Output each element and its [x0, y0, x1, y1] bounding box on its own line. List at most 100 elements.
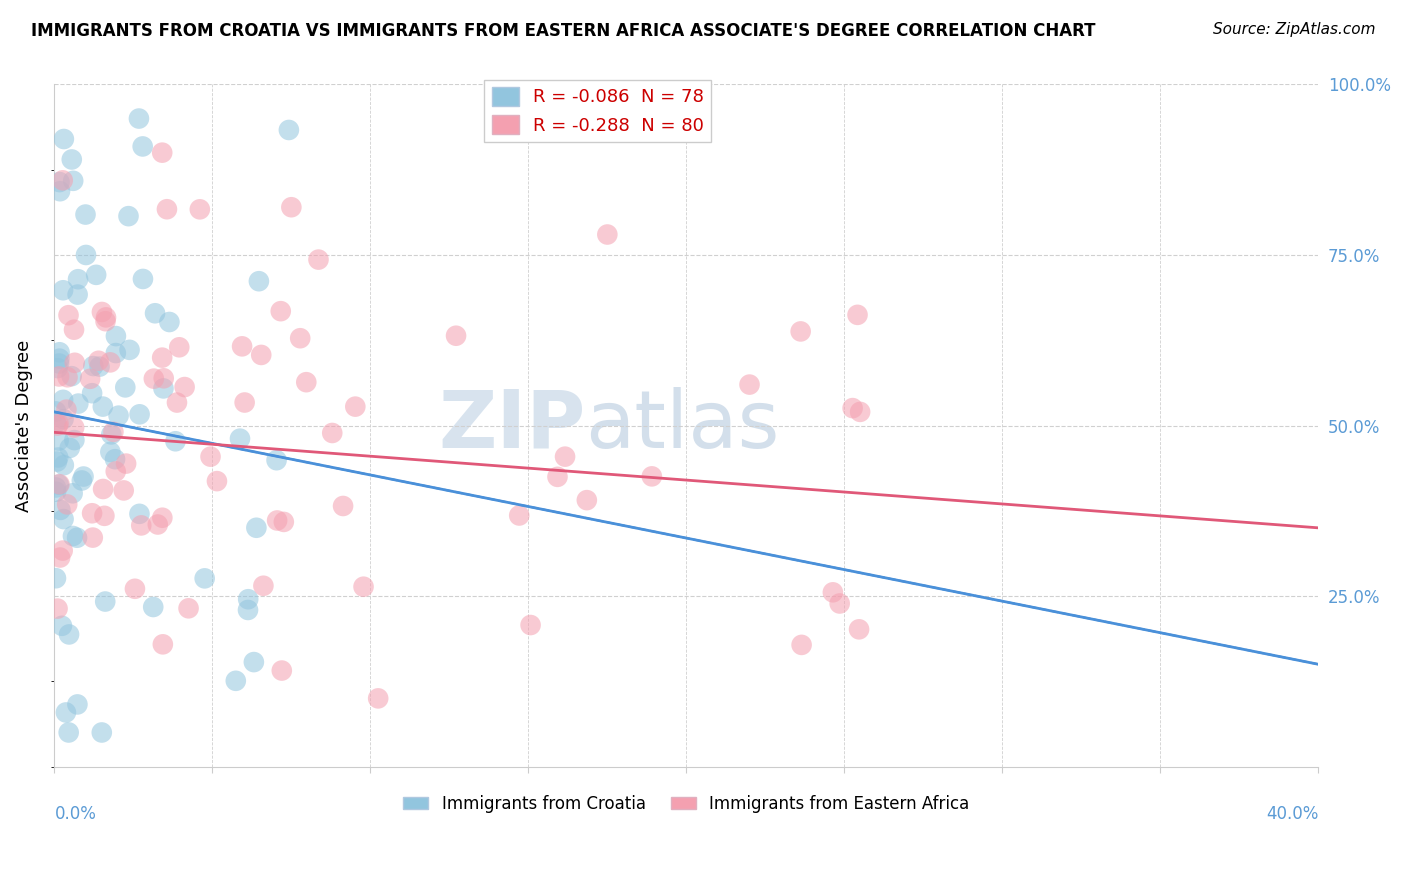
- Point: [45, 481, 67, 495]
- Point: [66, 698, 89, 712]
- Point: [60, 153, 83, 167]
- Point: [58, 725, 80, 739]
- Point: [46, 601, 69, 615]
- Point: [93, 508, 115, 523]
- Point: [115, 457, 138, 471]
- Point: [167, 340, 190, 354]
- Point: [48, 417, 70, 431]
- Point: [165, 434, 187, 449]
- Point: [56, 370, 79, 384]
- Point: [277, 123, 299, 137]
- Point: [131, 139, 153, 153]
- Point: [63, 420, 86, 434]
- Point: [233, 395, 256, 409]
- Point: [52, 392, 75, 407]
- Point: [353, 580, 375, 594]
- Point: [290, 331, 312, 345]
- Point: [444, 328, 467, 343]
- Point: [48, 351, 70, 366]
- Point: [63, 323, 86, 337]
- Point: [332, 499, 354, 513]
- Point: [49, 184, 72, 198]
- Point: [114, 380, 136, 394]
- Point: [821, 585, 844, 599]
- Point: [46, 418, 69, 433]
- Point: [87, 353, 110, 368]
- Text: 40.0%: 40.0%: [1265, 805, 1319, 823]
- Point: [98, 445, 121, 459]
- Point: [45, 484, 67, 499]
- Point: [166, 395, 188, 409]
- Point: [49, 550, 72, 565]
- Point: [129, 518, 152, 533]
- Point: [367, 691, 389, 706]
- Point: [849, 405, 872, 419]
- Point: [152, 637, 174, 651]
- Point: [58, 627, 80, 641]
- Point: [48, 477, 70, 491]
- Point: [62, 486, 84, 500]
- Point: [641, 469, 664, 483]
- Point: [828, 597, 851, 611]
- Point: [150, 145, 173, 160]
- Point: [270, 304, 292, 318]
- Point: [90, 305, 112, 319]
- Point: [273, 515, 295, 529]
- Point: [79, 372, 101, 386]
- Point: [848, 623, 870, 637]
- Point: [51, 619, 73, 633]
- Point: [596, 227, 619, 242]
- Legend: Immigrants from Croatia, Immigrants from Eastern Africa: Immigrants from Croatia, Immigrants from…: [396, 789, 976, 820]
- Point: [266, 453, 288, 467]
- Point: [152, 381, 174, 395]
- Point: [48, 434, 70, 448]
- Point: [91, 482, 114, 496]
- Point: [82, 531, 104, 545]
- Point: [55, 402, 77, 417]
- Point: [519, 618, 541, 632]
- Point: [124, 582, 146, 596]
- Point: [67, 396, 90, 410]
- Point: [82, 359, 104, 373]
- Point: [575, 493, 598, 508]
- Text: 0.0%: 0.0%: [55, 805, 96, 823]
- Point: [270, 664, 292, 678]
- Point: [66, 287, 89, 301]
- Point: [150, 351, 173, 365]
- Point: [156, 202, 179, 217]
- Point: [118, 343, 141, 357]
- Point: [150, 510, 173, 524]
- Point: [66, 272, 89, 286]
- Point: [45, 571, 67, 585]
- Point: [128, 507, 150, 521]
- Point: [738, 377, 761, 392]
- Point: [75, 208, 97, 222]
- Point: [295, 375, 318, 389]
- Point: [94, 594, 117, 608]
- Point: [229, 432, 252, 446]
- Point: [104, 452, 127, 467]
- Point: [52, 543, 75, 558]
- Point: [52, 132, 75, 146]
- Point: [247, 274, 270, 288]
- Point: [128, 112, 150, 126]
- Point: [46, 361, 69, 376]
- Point: [200, 450, 222, 464]
- Point: [173, 380, 195, 394]
- Point: [321, 425, 343, 440]
- Point: [250, 348, 273, 362]
- Point: [52, 512, 75, 526]
- Point: [48, 477, 70, 491]
- Point: [194, 571, 217, 585]
- Point: [188, 202, 211, 217]
- Point: [52, 173, 75, 187]
- Point: [508, 508, 530, 523]
- Point: [554, 450, 576, 464]
- Point: [142, 371, 165, 385]
- Point: [63, 356, 86, 370]
- Point: [48, 175, 70, 189]
- Point: [132, 272, 155, 286]
- Point: [789, 325, 811, 339]
- Point: [62, 174, 84, 188]
- Point: [94, 314, 117, 328]
